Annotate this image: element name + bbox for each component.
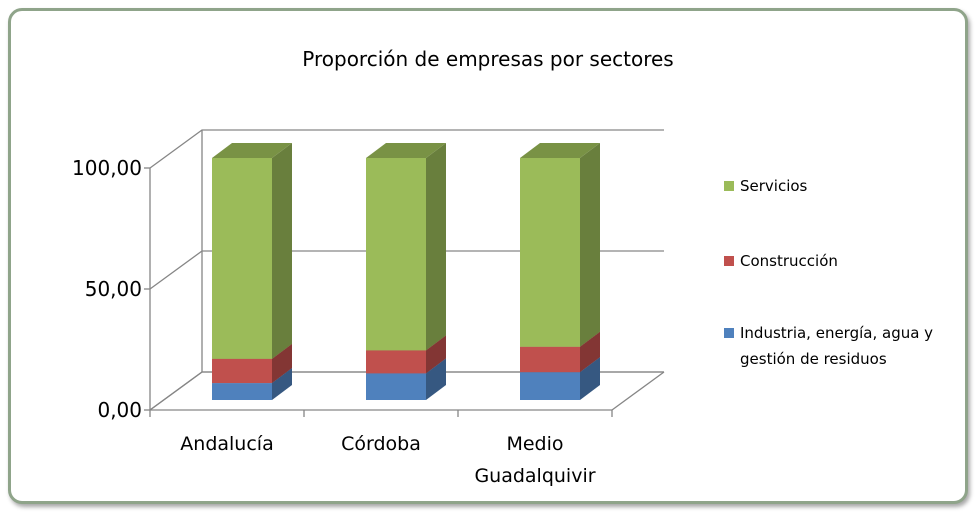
- grid-line: [149, 129, 664, 169]
- legend-swatch: [724, 328, 734, 338]
- bar-segment: [520, 158, 580, 347]
- bar-side: [272, 368, 292, 400]
- chart-frame: [8, 8, 968, 504]
- y-tick-label: 0,00: [97, 398, 142, 422]
- bar-side: [580, 143, 600, 347]
- y-tick-label: 100,00: [72, 156, 142, 180]
- legend-label: Construcción: [740, 252, 838, 270]
- bar-side: [580, 331, 600, 373]
- legend-label: Servicios: [740, 177, 808, 195]
- bar-side: [426, 358, 446, 400]
- bar-segment: [212, 383, 272, 400]
- bar-segment: [366, 158, 426, 351]
- floor-right: [611, 371, 665, 411]
- legend-label: Industria, energía, agua y gestión de re…: [740, 324, 934, 368]
- bar-side: [580, 357, 600, 400]
- y-tick-label: 50,00: [85, 277, 142, 301]
- legend-swatch: [724, 256, 734, 266]
- bar-segment: [212, 158, 272, 359]
- x-tick-label: Medio Guadalquivir: [474, 433, 596, 487]
- bar-top: [366, 143, 446, 158]
- bar-segment: [520, 346, 580, 373]
- bar-segment: [366, 373, 426, 400]
- x-tick-label: Córdoba: [341, 433, 421, 455]
- grid-line: [149, 250, 664, 290]
- chart-title: Proporción de empresas por sectores: [302, 47, 673, 71]
- bar-side: [426, 143, 446, 351]
- bar-top: [520, 143, 600, 158]
- bar-segment: [520, 372, 580, 400]
- bar-top: [212, 143, 292, 158]
- bar-side: [426, 335, 446, 374]
- bar-side: [272, 343, 292, 384]
- grid-line: [149, 371, 664, 411]
- legend-swatch: [724, 181, 734, 191]
- bar-side: [272, 143, 292, 359]
- x-tick-label: Andalucía: [180, 433, 274, 455]
- bar-segment: [366, 350, 426, 374]
- bar-segment: [212, 358, 272, 384]
